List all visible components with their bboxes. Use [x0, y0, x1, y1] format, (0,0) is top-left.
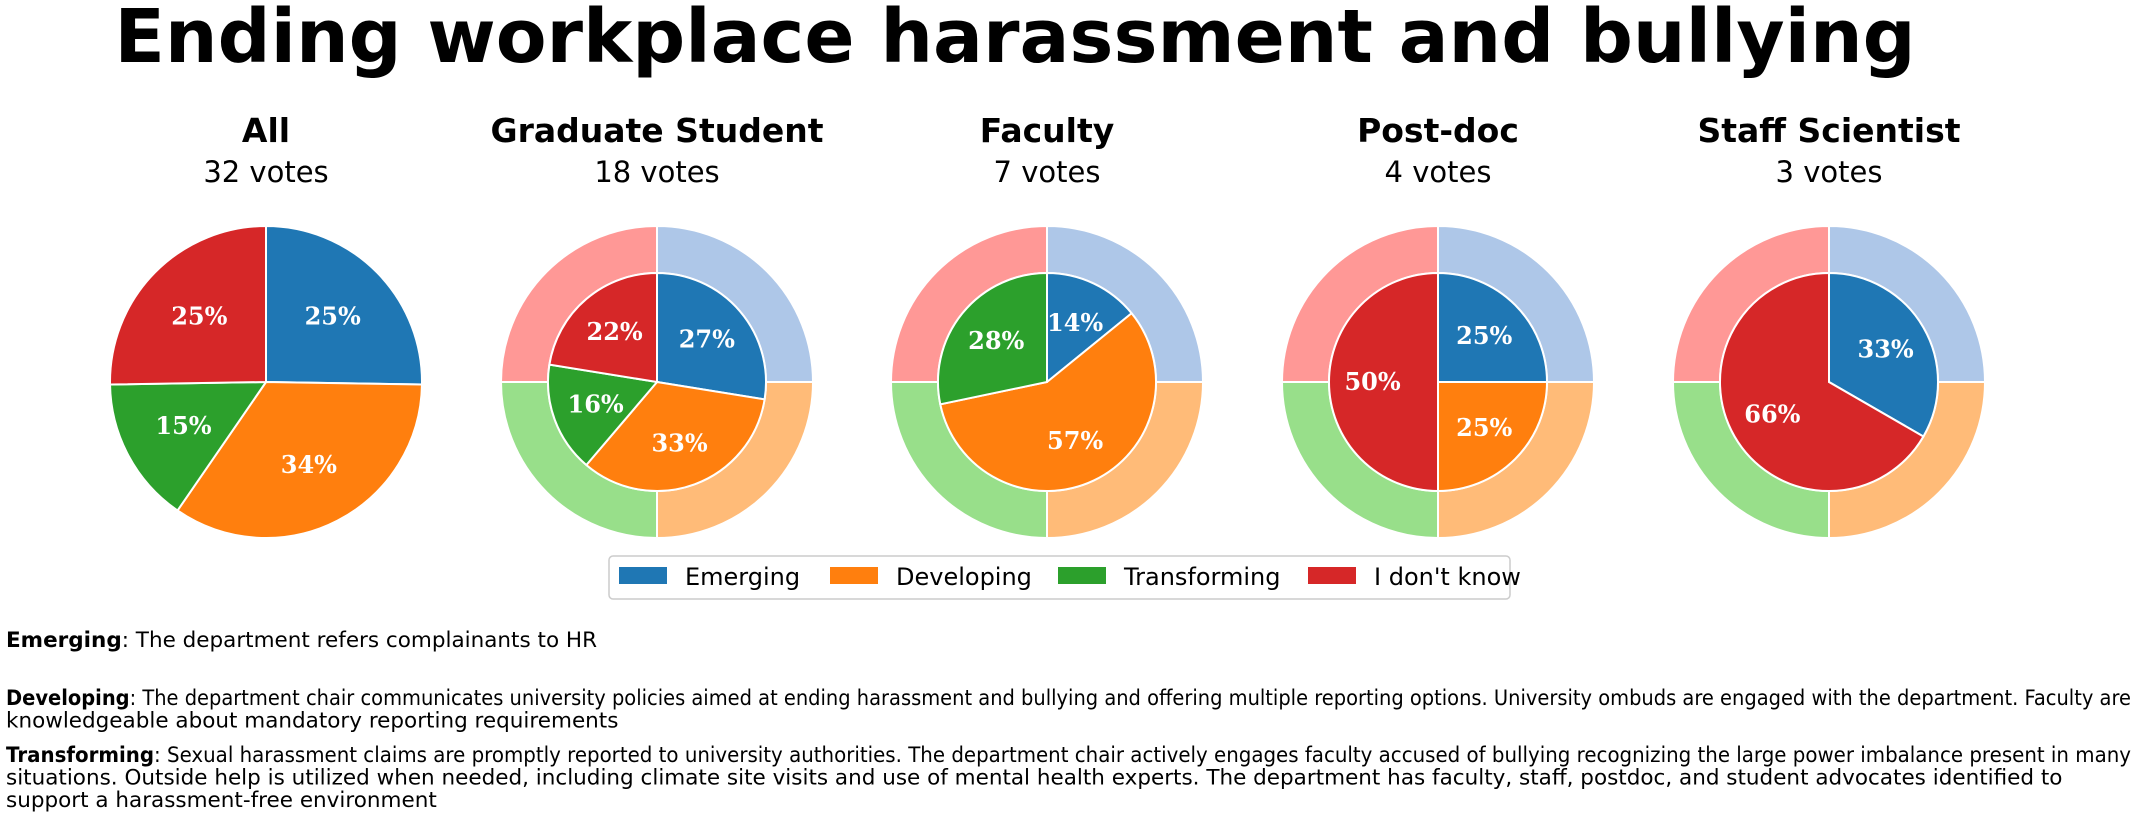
definition-term: Transforming	[6, 743, 154, 768]
pie-title: Faculty	[980, 111, 1115, 150]
pie-slice-developing	[1437, 381, 1549, 493]
pie-slice-label: 25%	[1456, 321, 1512, 350]
pie-slice-developing	[584, 380, 766, 492]
pie-slice-i-don-t-know	[1328, 271, 1439, 493]
pie-votes-label: 18 votes	[594, 155, 719, 189]
pie-group-faculty: Faculty 7 votes 14% 57% 28%	[889, 111, 1205, 540]
pie-group-all: All 32 votes 25% 34% 15% 25%	[109, 111, 423, 539]
definition-line: Transforming: Sexual harassment claims a…	[6, 743, 2131, 768]
pie-slice-label: 25%	[171, 301, 227, 330]
legend-swatch-transforming	[1058, 567, 1106, 584]
pie-slice-emerging	[265, 224, 423, 386]
legend-swatch-developing	[830, 567, 878, 584]
pie-title: All	[242, 111, 290, 150]
pie-slice-label: 27%	[679, 325, 735, 354]
pie-group-staff-scientist: Staff Scientist 3 votes 33% 66%	[1671, 111, 1987, 540]
pie-slice-label: 25%	[1456, 413, 1512, 442]
pie-slice-label: 25%	[305, 301, 361, 330]
legend-swatch-emerging	[619, 567, 667, 584]
definition-line: Developing: The department chair communi…	[6, 686, 2131, 711]
pie-slice-i-don-t-know	[1719, 271, 1925, 492]
legend-label-i-don-t-know: I don't know	[1374, 563, 1521, 591]
pie-charts: All 32 votes 25% 34% 15% 25% Graduate Student 1…	[109, 111, 1987, 540]
definition-line: support a harassment-free environment	[6, 788, 437, 813]
pie-slice-label: 22%	[587, 317, 643, 346]
pie-slice-i-don-t-know	[548, 271, 658, 384]
pie-slice-transforming	[547, 363, 659, 467]
pie-slice-transforming	[109, 380, 268, 512]
pie-title: Post-doc	[1357, 111, 1519, 150]
pie-slice-label: 33%	[651, 428, 707, 457]
pie-votes-label: 3 votes	[1776, 155, 1883, 189]
pie-title: Graduate Student	[491, 111, 824, 150]
pie-slice-developing	[176, 380, 423, 539]
pie-slice-emerging	[656, 271, 767, 401]
pie-slice-label: 50%	[1344, 367, 1400, 396]
definition-text: : The department chair communicates univ…	[130, 686, 2131, 711]
definition-text: : The department refers complainants to …	[122, 628, 597, 653]
pie-slice-emerging	[1437, 271, 1549, 383]
pie-slice-i-don-t-know	[109, 224, 267, 386]
pie-slice-label: 57%	[1047, 426, 1103, 455]
pie-votes-label: 4 votes	[1385, 155, 1492, 189]
definition-term: Emerging	[6, 628, 122, 653]
pie-votes-label: 32 votes	[203, 155, 328, 189]
chart-title: Ending workplace harassment and bullying	[114, 0, 1915, 80]
definition-developing: Developing: The department chair communi…	[6, 686, 2131, 734]
legend-label-transforming: Transforming	[1123, 563, 1281, 591]
pie-title: Staff Scientist	[1697, 111, 1960, 150]
pie-group-post-doc: Post-doc 4 votes 25% 25% 50%	[1280, 111, 1596, 540]
definition-line: situations. Outside help is utilized whe…	[6, 766, 2062, 791]
pie-slice-label: 34%	[281, 450, 337, 479]
legend-label-emerging: Emerging	[685, 563, 800, 591]
pie-slice-emerging	[1046, 271, 1134, 385]
definition-term: Developing	[6, 686, 130, 711]
pie-slice-emerging	[1828, 271, 1939, 438]
pie-slice-label: 14%	[1047, 308, 1103, 337]
pie-slice-label: 28%	[968, 326, 1024, 355]
definition-emerging: Emerging: The department refers complain…	[6, 628, 597, 653]
legend-label-developing: Developing	[896, 563, 1032, 591]
pie-group-graduate-student: Graduate Student 18 votes 27% 33% 16% 22%	[491, 111, 824, 540]
definitions: Emerging: The department refers complain…	[6, 628, 2131, 813]
pie-slice-label: 66%	[1744, 400, 1800, 429]
legend: Emerging Developing Transforming I don't kn…	[608, 555, 1521, 600]
pie-slice-developing	[939, 311, 1157, 492]
pie-slice-label: 16%	[568, 390, 624, 419]
pie-slice-label: 33%	[1858, 334, 1914, 363]
definition-transforming: Transforming: Sexual harassment claims a…	[6, 743, 2131, 813]
pie-slice-transforming	[937, 271, 1048, 406]
legend-swatch-i-don-t-know	[1308, 567, 1356, 584]
definition-line: Emerging: The department refers complain…	[6, 628, 597, 653]
pie-votes-label: 7 votes	[994, 155, 1101, 189]
definition-line: knowledgeable about mandatory reporting …	[6, 709, 618, 734]
definition-text: : Sexual harassment claims are promptly …	[154, 743, 2131, 768]
pie-slice-label: 15%	[155, 411, 211, 440]
